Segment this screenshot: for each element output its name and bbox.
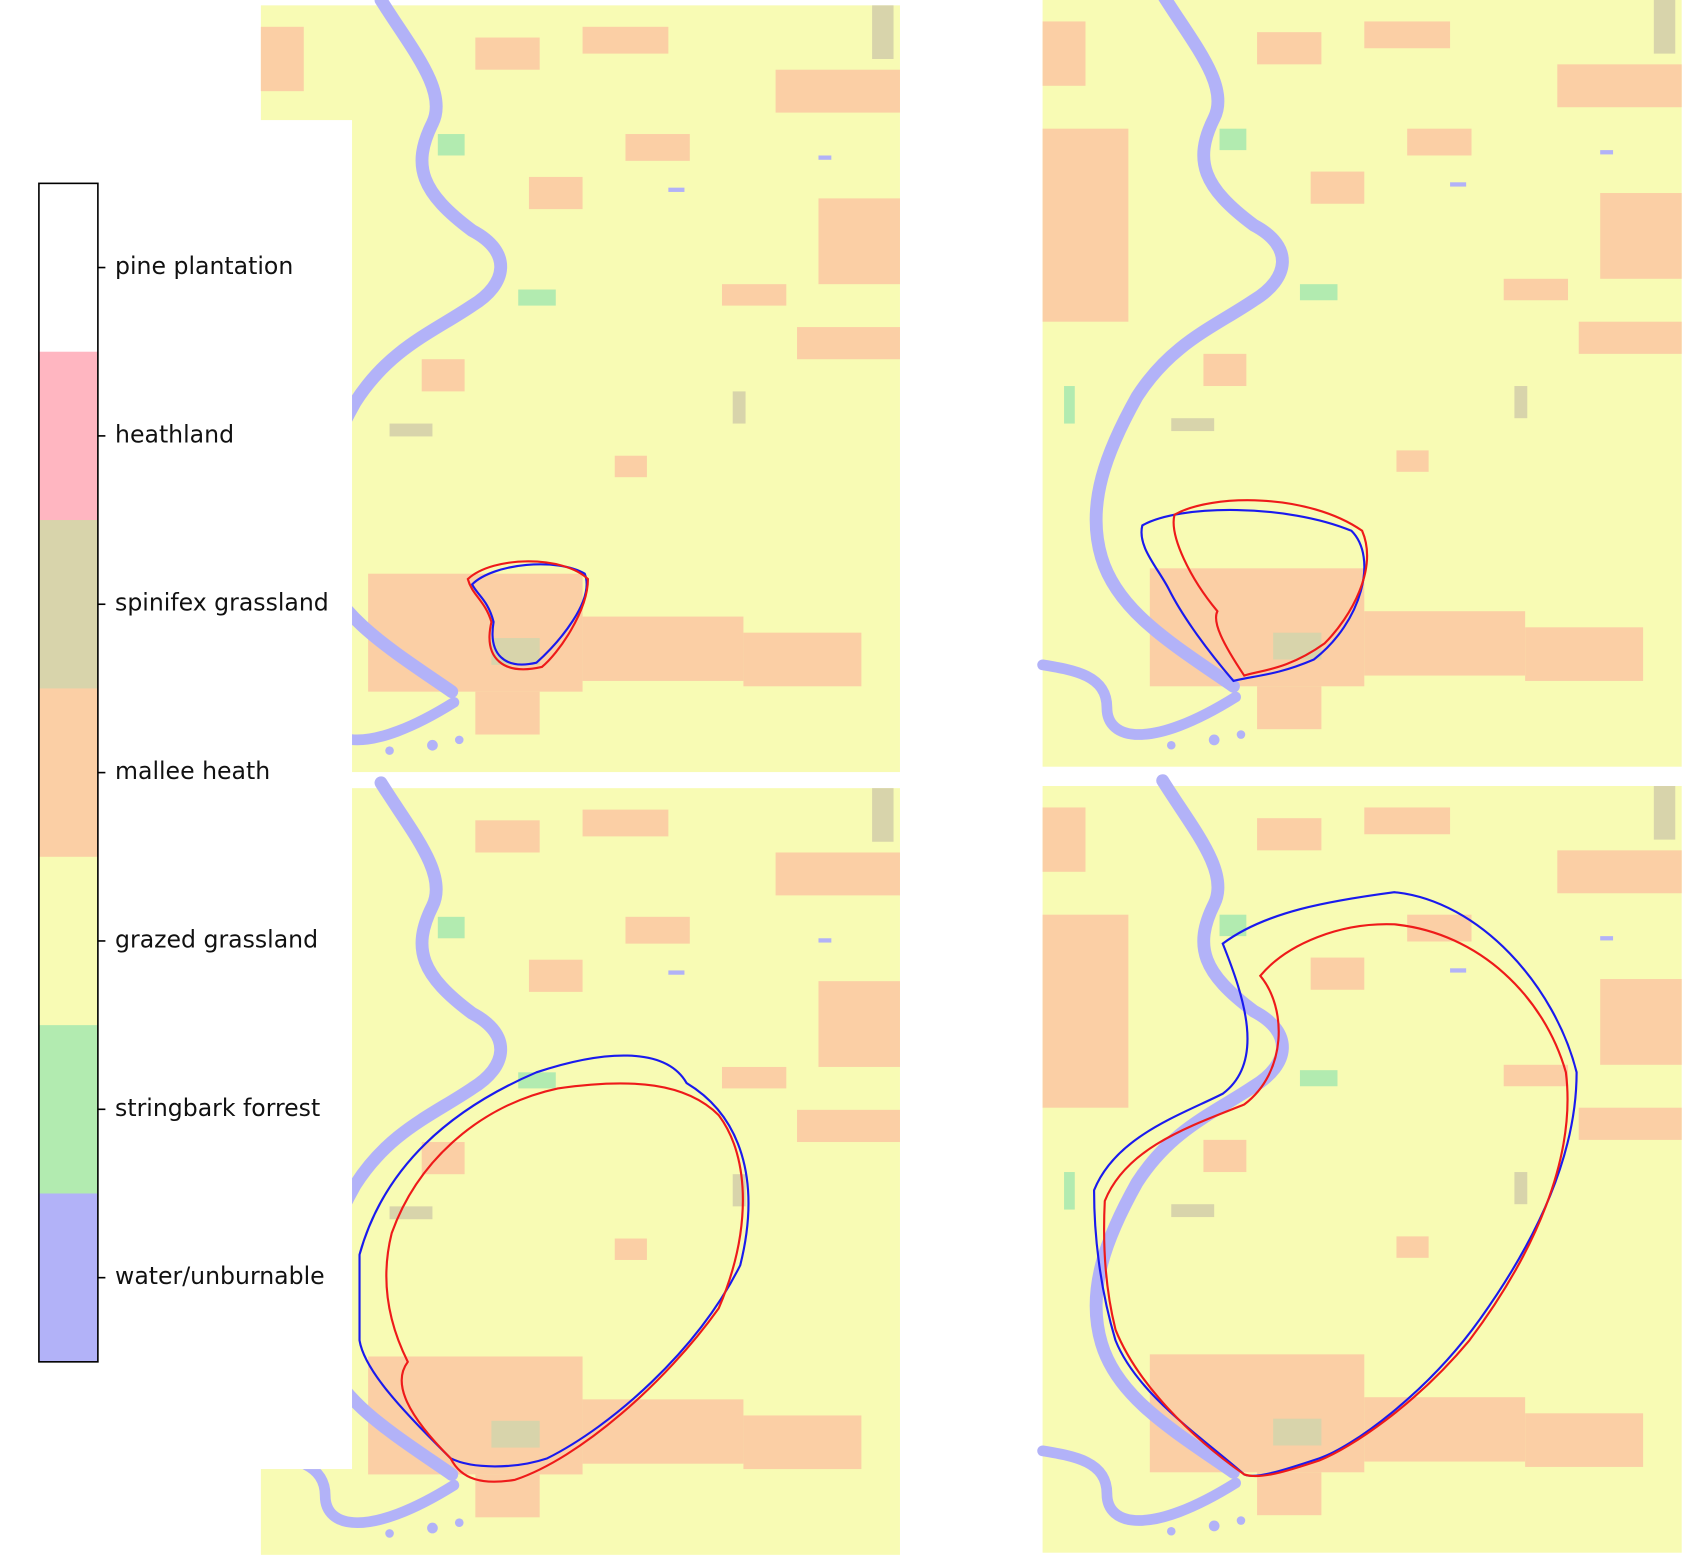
- colorbar-segment: [38, 688, 98, 858]
- perimeter-blue: [470, 563, 588, 666]
- colorbar-label: water/unburnable: [115, 1262, 325, 1290]
- colorbar-segment: [38, 183, 98, 353]
- colorbar-segment: [38, 856, 98, 1026]
- colorbar-segment: [38, 1193, 98, 1363]
- perimeter-red: [385, 1082, 744, 1483]
- map-panel: [261, 0, 900, 772]
- colorbar-label: stringbark forrest: [115, 1094, 320, 1122]
- colorbar-label: mallee heath: [115, 757, 270, 785]
- perimeter-red: [1102, 923, 1569, 1478]
- map-panel: [1043, 0, 1682, 767]
- fire-perimeters: [358, 499, 1578, 1483]
- perimeter-blue: [1140, 508, 1366, 683]
- colorbar-label: spinifex grassland: [115, 589, 329, 617]
- colorbar-label: heathland: [115, 420, 234, 448]
- perimeter-red: [466, 560, 590, 671]
- perimeter-red: [1172, 499, 1368, 677]
- colorbar-label: pine plantation: [115, 252, 293, 280]
- legend-background: [121, 120, 353, 1470]
- colorbar-frame: [38, 182, 99, 1363]
- colorbar-segment: [38, 520, 98, 689]
- colorbar: pine plantation heathland spinifex grassla…: [38, 182, 329, 1363]
- colorbar-segment: [38, 1025, 98, 1195]
- colorbar-segment: [38, 351, 98, 521]
- colorbar-label: grazed grassland: [115, 925, 318, 953]
